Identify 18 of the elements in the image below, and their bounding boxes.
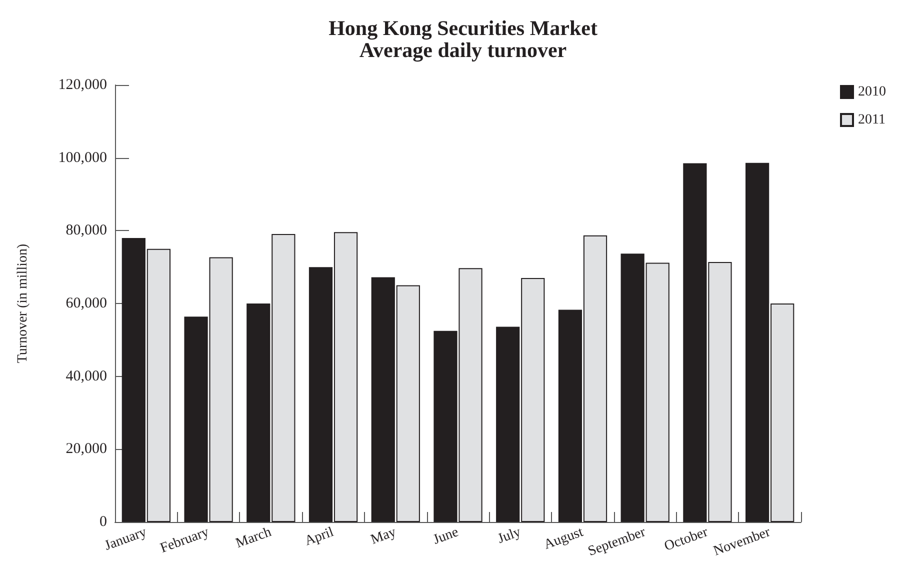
x-tick-label: February: [158, 524, 212, 556]
y-axis-title: Turnover (in million): [16, 244, 30, 364]
y-tick-label: 20,000: [66, 441, 107, 458]
legend-label: 2011: [858, 112, 886, 128]
legend-label: 2010: [858, 84, 886, 100]
x-tick-label: July: [496, 524, 523, 548]
x-tick-label: May: [368, 524, 398, 548]
x-tick-label: August: [542, 524, 586, 553]
y-tick-label: 80,000: [66, 222, 107, 239]
x-tick-label: April: [302, 524, 336, 550]
x-tick-label: March: [234, 524, 274, 552]
y-tick-label: 60,000: [66, 296, 107, 312]
x-tick-label: June: [431, 524, 461, 548]
y-tick-label: 100,000: [58, 150, 107, 166]
y-tick-label: 40,000: [66, 368, 107, 384]
chart-title: Hong Kong Securities Market Average daily turnover: [328, 16, 598, 62]
x-tick-label: October: [662, 524, 710, 554]
y-tick-label: 120,000: [58, 77, 107, 93]
